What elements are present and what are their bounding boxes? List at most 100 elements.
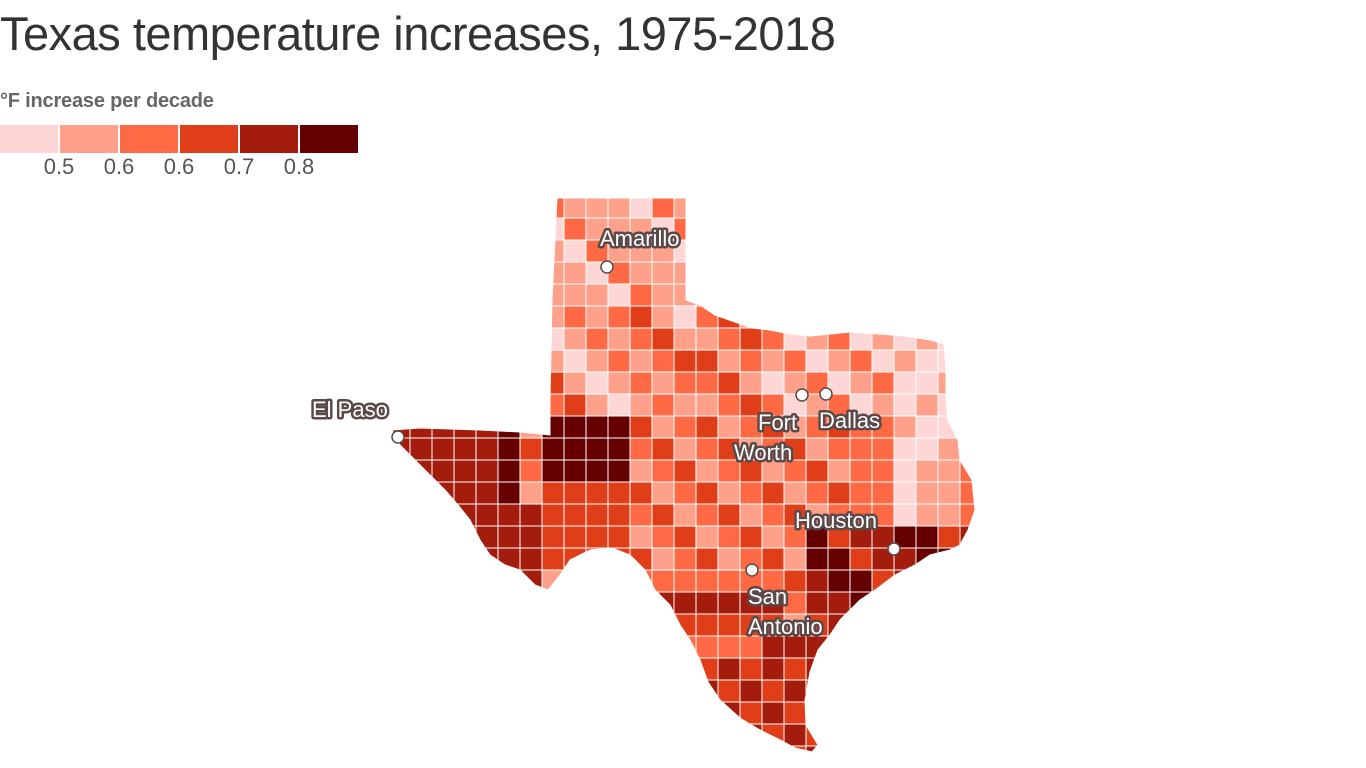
county-cell bbox=[673, 459, 697, 483]
county-cell bbox=[695, 217, 719, 241]
county-cell bbox=[959, 217, 975, 241]
county-cell bbox=[629, 613, 653, 637]
county-cell bbox=[893, 459, 917, 483]
county-cell bbox=[717, 613, 741, 637]
legend-tick: 0.8 bbox=[283, 154, 315, 179]
county-cell bbox=[871, 371, 895, 395]
county-cell bbox=[409, 198, 433, 219]
county-cell bbox=[717, 525, 741, 549]
county-cell bbox=[453, 569, 477, 593]
county-cell bbox=[849, 481, 873, 505]
county-cell bbox=[585, 591, 609, 615]
county-cell bbox=[783, 349, 807, 373]
county-cell bbox=[409, 459, 433, 483]
county-cell bbox=[915, 393, 939, 417]
county-cell bbox=[783, 198, 807, 219]
county-cell bbox=[392, 723, 411, 747]
county-cell bbox=[783, 679, 807, 703]
county-cell bbox=[541, 305, 565, 329]
county-cell bbox=[629, 305, 653, 329]
county-cell bbox=[783, 305, 807, 329]
county-cell bbox=[475, 437, 499, 461]
city-dot-icon bbox=[887, 542, 901, 556]
county-cell bbox=[409, 261, 433, 285]
county-cell bbox=[695, 459, 719, 483]
county-cell bbox=[761, 679, 785, 703]
county-cell bbox=[392, 547, 411, 571]
county-cell bbox=[871, 239, 895, 263]
county-cell bbox=[629, 261, 653, 285]
county-cell bbox=[431, 305, 455, 329]
county-cell bbox=[497, 701, 521, 725]
county-cell bbox=[519, 723, 543, 747]
county-cell bbox=[409, 547, 433, 571]
county-cell bbox=[827, 217, 851, 241]
county-cell bbox=[563, 198, 587, 219]
county-cell bbox=[629, 459, 653, 483]
county-cell bbox=[695, 591, 719, 615]
county-cell bbox=[805, 217, 829, 241]
county-cell bbox=[695, 393, 719, 417]
county-cell bbox=[827, 745, 851, 752]
county-cell bbox=[629, 635, 653, 659]
county-cell bbox=[585, 657, 609, 681]
county-cell bbox=[761, 481, 785, 505]
county-cell bbox=[959, 569, 975, 593]
county-cell bbox=[871, 217, 895, 241]
county-cell bbox=[827, 198, 851, 219]
county-cell bbox=[783, 261, 807, 285]
county-cell bbox=[392, 525, 411, 549]
county-cell bbox=[673, 635, 697, 659]
county-cell bbox=[392, 239, 411, 263]
county-cell bbox=[409, 569, 433, 593]
county-cell bbox=[541, 635, 565, 659]
county-cell bbox=[392, 591, 411, 615]
county-cell bbox=[695, 525, 719, 549]
county-cell bbox=[585, 198, 609, 219]
county-cell bbox=[453, 437, 477, 461]
county-cell bbox=[783, 635, 807, 659]
county-cell bbox=[915, 525, 939, 549]
county-cell bbox=[849, 723, 873, 747]
county-cell bbox=[651, 701, 675, 725]
county-cell bbox=[585, 437, 609, 461]
county-cell bbox=[453, 459, 477, 483]
county-cell bbox=[959, 305, 975, 329]
county-cell bbox=[717, 657, 741, 681]
county-cell bbox=[585, 569, 609, 593]
county-cell bbox=[497, 283, 521, 307]
county-cell bbox=[392, 701, 411, 725]
county-cell bbox=[937, 327, 961, 351]
county-cell bbox=[959, 547, 975, 571]
legend-tick: 0.7 bbox=[223, 154, 255, 179]
county-cell bbox=[937, 745, 961, 752]
county-cell bbox=[607, 657, 631, 681]
county-cell bbox=[893, 591, 917, 615]
county-cell bbox=[783, 657, 807, 681]
county-cell bbox=[739, 745, 763, 752]
county-cell bbox=[761, 745, 785, 752]
county-cell bbox=[497, 679, 521, 703]
county-cell bbox=[563, 613, 587, 637]
county-cell bbox=[431, 613, 455, 637]
county-cell bbox=[563, 635, 587, 659]
county-cell bbox=[871, 283, 895, 307]
county-cell bbox=[739, 657, 763, 681]
county-cell bbox=[937, 437, 961, 461]
county-cell bbox=[475, 415, 499, 439]
county-cell bbox=[959, 283, 975, 307]
county-cell bbox=[827, 569, 851, 593]
county-cell bbox=[959, 481, 975, 505]
county-cell bbox=[392, 393, 411, 417]
county-cell bbox=[959, 591, 975, 615]
county-cell bbox=[651, 371, 675, 395]
county-cell bbox=[629, 525, 653, 549]
county-cell bbox=[695, 327, 719, 351]
county-cell bbox=[937, 261, 961, 285]
county-cell bbox=[563, 305, 587, 329]
county-cell bbox=[453, 613, 477, 637]
county-cell bbox=[783, 327, 807, 351]
county-cell bbox=[607, 547, 631, 571]
city-marker-fort-worth: Fort Worth bbox=[732, 388, 809, 468]
county-cell bbox=[739, 371, 763, 395]
